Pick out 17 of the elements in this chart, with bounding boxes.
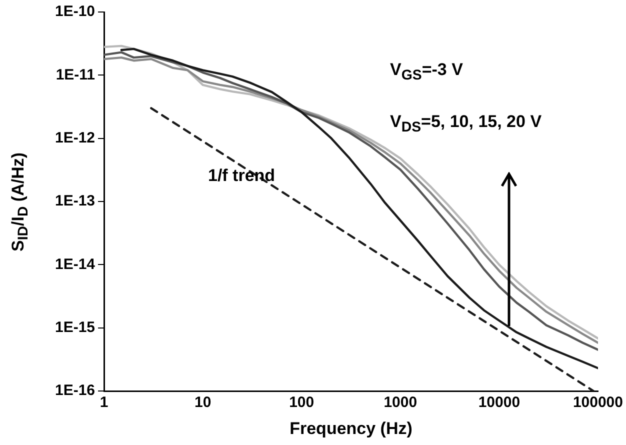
- y-tick-label: 1E-13: [54, 192, 96, 210]
- y-tick-label: 1E-15: [54, 318, 96, 336]
- x-tick-label: 1: [100, 394, 108, 412]
- y-tick-label: 1E-10: [54, 3, 96, 20]
- x-tick-label: 100: [289, 394, 314, 412]
- annotation: V$_{GS}$=-3 V: [390, 60, 463, 84]
- x-axis-title: Frequency (Hz): [290, 419, 412, 439]
- x-tick-label: 10000: [478, 394, 520, 412]
- annotation: 1/f trend: [208, 166, 276, 186]
- y-tick-label: 1E-12: [54, 129, 96, 146]
- x-tick-label: 100000: [572, 394, 624, 412]
- y-tick-label: 1E-11: [56, 66, 96, 84]
- x-tick-label: 1000: [384, 394, 418, 412]
- y-tick-label: 1E-16: [54, 382, 96, 400]
- annotation: V$_{DS}$=5, 10, 15, 20 V: [390, 112, 542, 136]
- x-tick-label: 10: [194, 394, 212, 412]
- y-tick-label: 1E-14: [54, 256, 96, 273]
